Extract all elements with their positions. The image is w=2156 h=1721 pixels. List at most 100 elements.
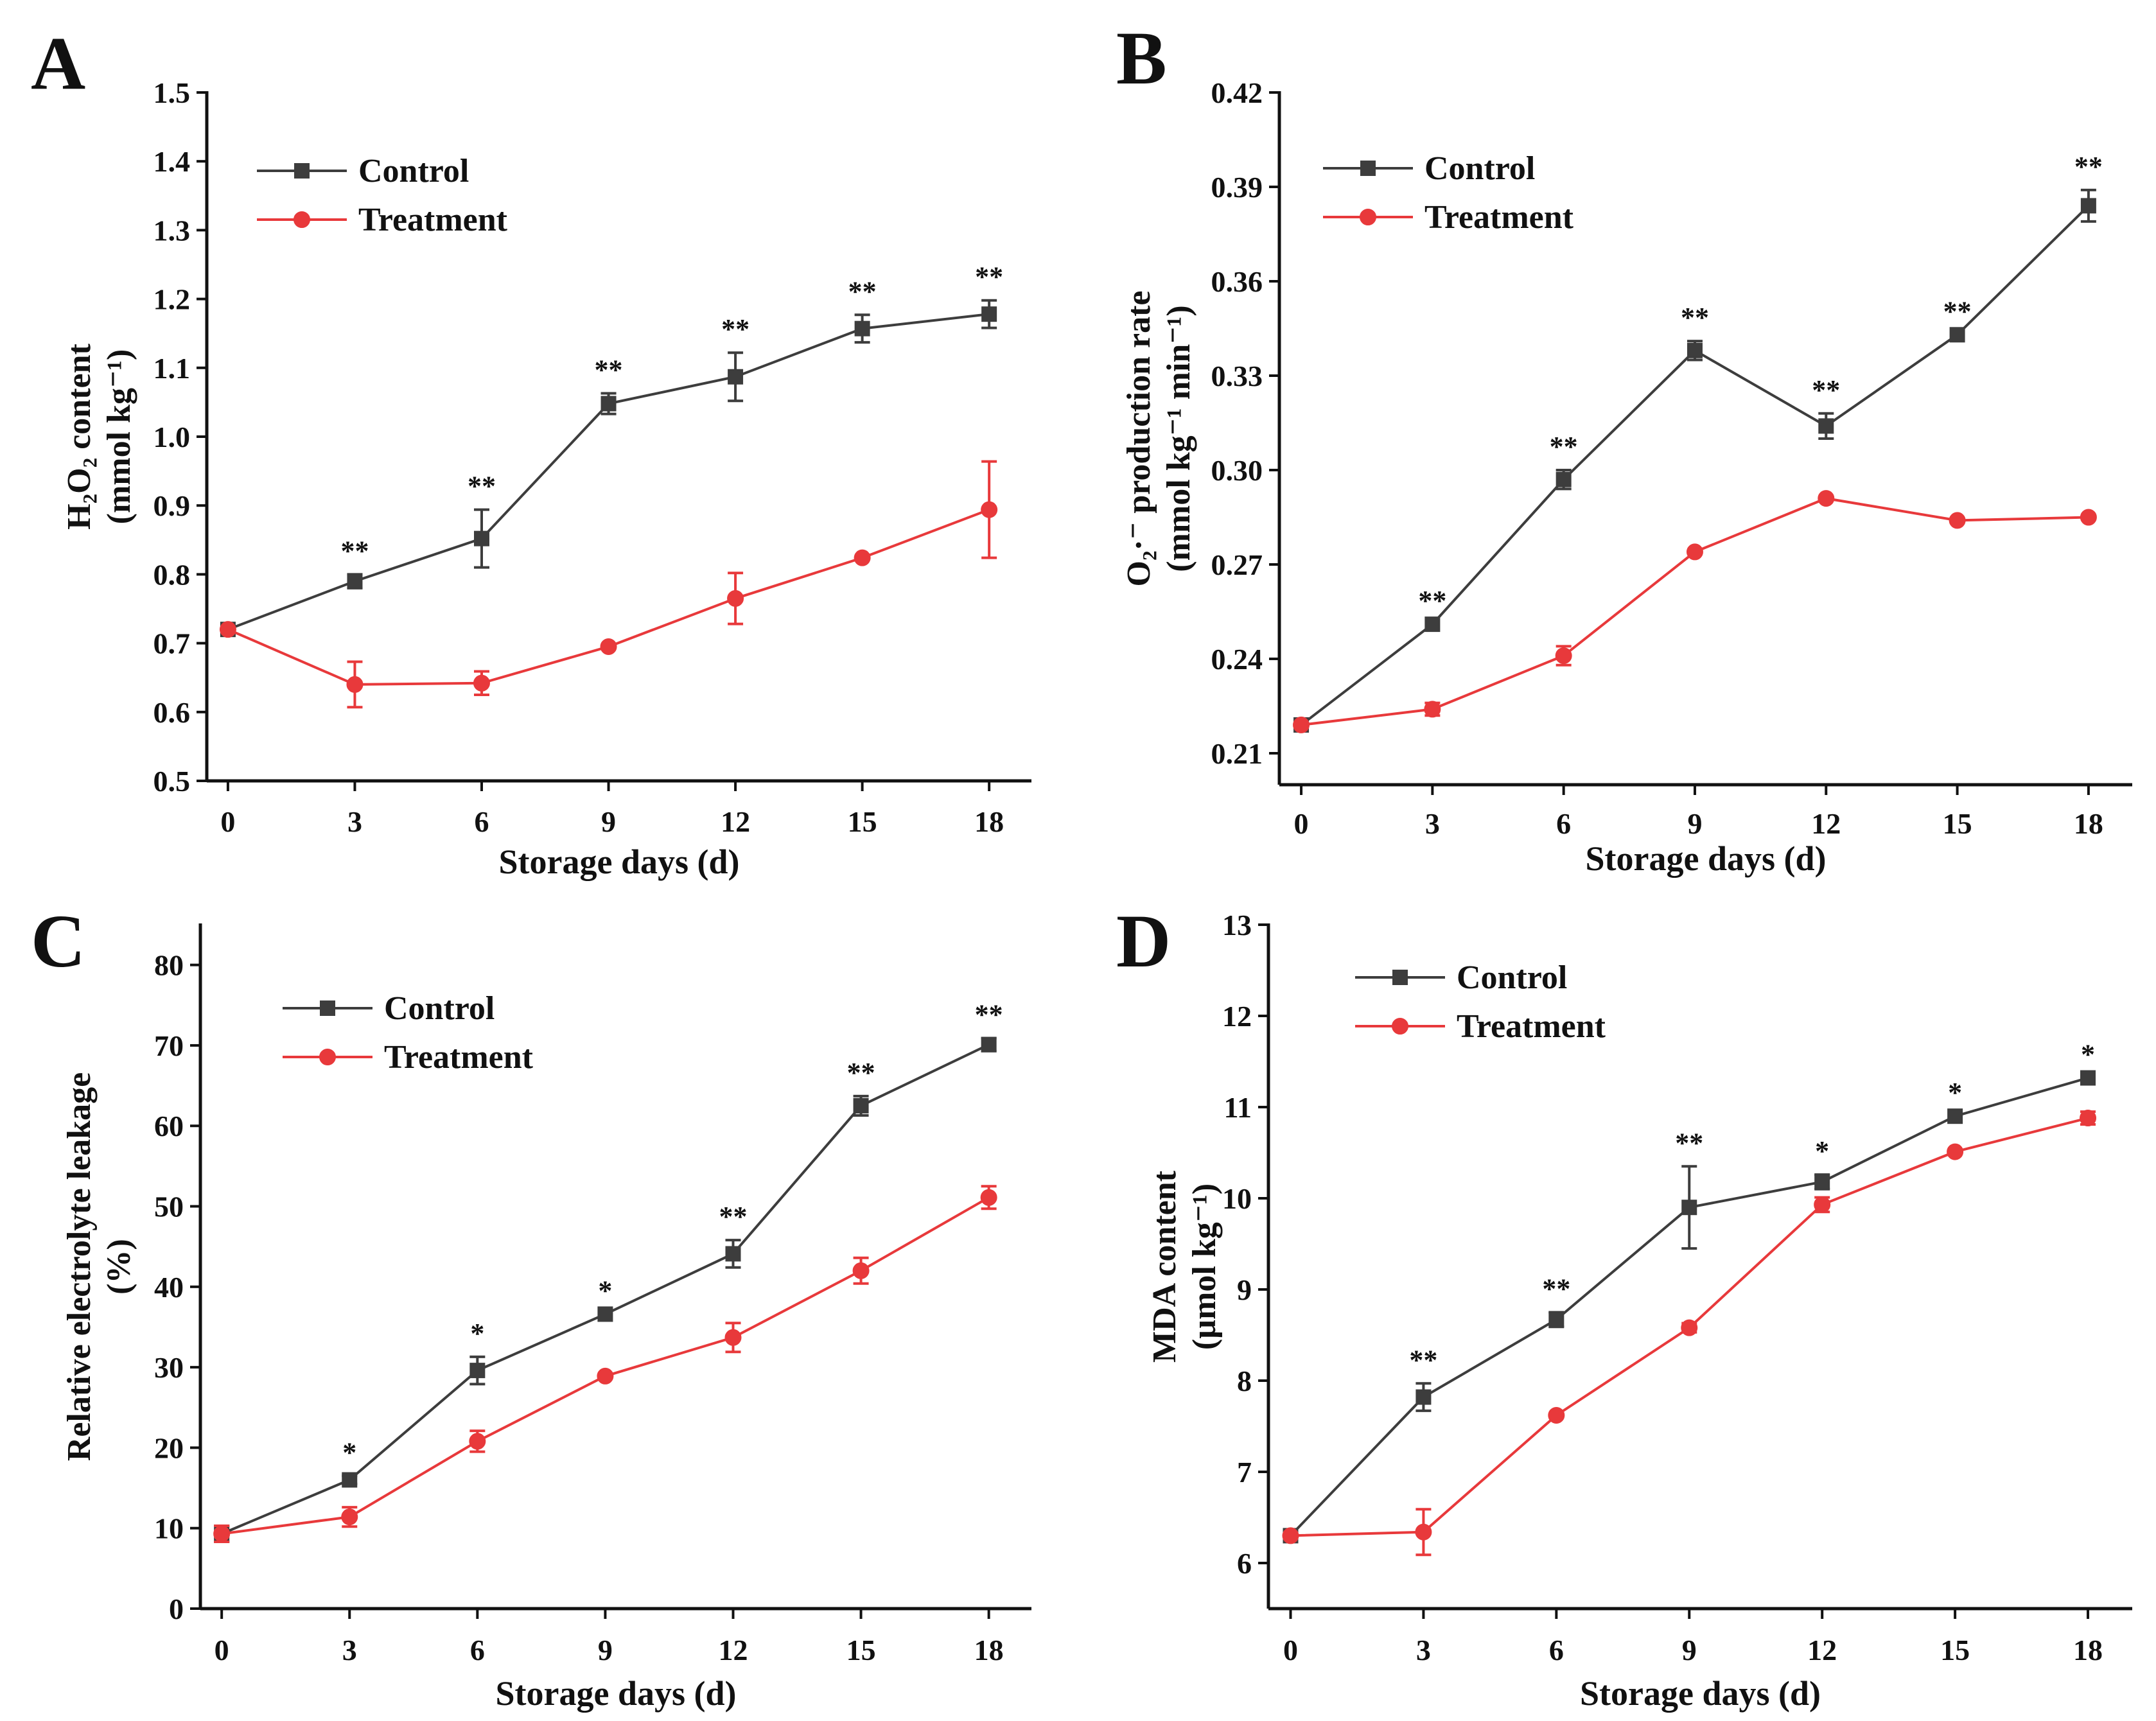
y-tick-label: 1.4 <box>153 145 191 178</box>
significance-marker: ** <box>1409 1344 1437 1376</box>
significance-marker: * <box>1815 1135 1829 1167</box>
series-treatment <box>213 1185 997 1544</box>
data-point <box>213 1525 231 1542</box>
y-tick-label: 20 <box>154 1431 184 1464</box>
x-tick-label: 15 <box>1943 807 1972 840</box>
data-point <box>2080 509 2097 526</box>
legend-marker <box>1392 1018 1408 1035</box>
y-tick-label: 0.9 <box>153 489 191 522</box>
data-point <box>854 549 871 566</box>
y-tick-label: 0.33 <box>1211 360 1263 392</box>
x-tick-label: 12 <box>1807 1634 1837 1666</box>
legend: Control Treatment <box>257 153 508 238</box>
y-tick-label: 0.6 <box>153 696 191 729</box>
significance-marker: * <box>1948 1077 1962 1108</box>
y-axis-label: MDA content <box>1146 1170 1183 1363</box>
y-tick-label: 30 <box>154 1351 184 1384</box>
data-point <box>342 1472 358 1488</box>
y-tick-label: 80 <box>154 949 184 982</box>
y-tick-label: 1.5 <box>153 76 191 109</box>
data-point <box>473 674 490 692</box>
data-point <box>469 1433 486 1450</box>
x-tick-label: 15 <box>1940 1634 1970 1666</box>
y-tick-label: 10 <box>154 1512 184 1545</box>
x-axis-label: Storage days (d) <box>1586 839 1827 878</box>
data-point <box>219 621 236 638</box>
data-point <box>1293 716 1310 733</box>
data-point <box>474 530 489 546</box>
data-point <box>597 1367 614 1385</box>
x-tick-label: 0 <box>215 1634 229 1666</box>
y-tick-label: 10 <box>1222 1182 1252 1215</box>
data-point <box>1424 701 1441 718</box>
y-axis-unit: (mmol kg⁻¹) <box>101 349 137 525</box>
data-point <box>727 590 744 607</box>
panel-c: C 0 10 20 30 40 50 60 70 80 0 3 6 9 12 15 18 Storage days… <box>31 899 1031 1713</box>
data-point <box>728 369 744 385</box>
data-point <box>600 396 617 412</box>
x-tick-label: 0 <box>220 805 235 838</box>
legend: Control Treatment <box>1355 959 1606 1045</box>
x-tick-label: 15 <box>848 805 877 838</box>
y-tick-label: 40 <box>154 1271 184 1304</box>
significance-marker: * <box>598 1275 612 1306</box>
significance-marker: * <box>342 1437 356 1468</box>
data-point <box>1814 1196 1831 1213</box>
legend-label: Control <box>1457 959 1567 996</box>
y-tick-label: 0.24 <box>1211 643 1263 676</box>
x-axis-label: Storage days (d) <box>499 843 740 881</box>
data-point <box>1818 490 1835 507</box>
data-point <box>1814 1174 1830 1190</box>
data-point <box>1548 1311 1564 1327</box>
y-tick-label: 6 <box>1237 1547 1252 1580</box>
legend-marker <box>1392 970 1408 985</box>
data-point <box>981 501 998 518</box>
x-tick-label: 6 <box>475 805 489 838</box>
data-point <box>341 1508 358 1526</box>
significance-marker: ** <box>975 261 1003 293</box>
significance-marker: ** <box>468 471 496 502</box>
data-point <box>724 1329 742 1346</box>
legend-marker <box>320 1000 335 1016</box>
significance-marker: * <box>2081 1039 2095 1070</box>
legend-label: Treatment <box>384 1039 534 1076</box>
data-point <box>1415 1389 1432 1405</box>
x-tick-label: 3 <box>347 805 362 838</box>
data-point <box>1548 1406 1565 1424</box>
x-tick-label: 9 <box>601 805 616 838</box>
x-tick-label: 9 <box>598 1634 613 1666</box>
y-tick-label: 11 <box>1224 1091 1252 1124</box>
significance-marker: ** <box>1542 1273 1570 1305</box>
y-axis-label: O₂·⁻ production rate <box>1121 291 1157 587</box>
y-tick-label: 1.1 <box>153 352 191 385</box>
series-treatment <box>219 460 998 709</box>
series-line-treatment <box>221 1196 990 1535</box>
panel-letter: B <box>1116 16 1167 100</box>
data-point <box>1415 1523 1432 1541</box>
legend-marker <box>294 163 310 179</box>
x-tick-label: 18 <box>974 1634 1004 1666</box>
legend-label: Control <box>384 990 495 1027</box>
data-point <box>1818 418 1834 434</box>
significance-marker: * <box>470 1318 484 1349</box>
y-tick-label: 0.21 <box>1211 737 1263 770</box>
y-tick-label: 12 <box>1222 1000 1252 1033</box>
y-tick-label: 8 <box>1237 1365 1252 1397</box>
legend-label: Control <box>358 153 469 189</box>
legend-marker <box>1360 209 1376 225</box>
data-point <box>1947 1108 1963 1124</box>
data-point <box>1556 471 1572 487</box>
significance-marker: ** <box>340 535 369 566</box>
data-point <box>1681 1200 1697 1216</box>
panel-a: A 0.5 0.6 0.7 0.8 0.9 1.0 1.1 1.2 1.3 1.4 1.5 0 3 6 9 12… <box>31 21 1031 881</box>
legend: Control Treatment <box>1323 150 1574 236</box>
series-line-control <box>1300 204 2090 726</box>
x-tick-label: 12 <box>721 805 750 838</box>
data-point <box>597 1306 613 1322</box>
y-tick-label: 0.30 <box>1211 454 1263 487</box>
series-control <box>220 299 997 638</box>
x-tick-label: 12 <box>1811 807 1841 840</box>
data-point <box>981 1036 997 1053</box>
panel-letter: D <box>1116 899 1171 983</box>
